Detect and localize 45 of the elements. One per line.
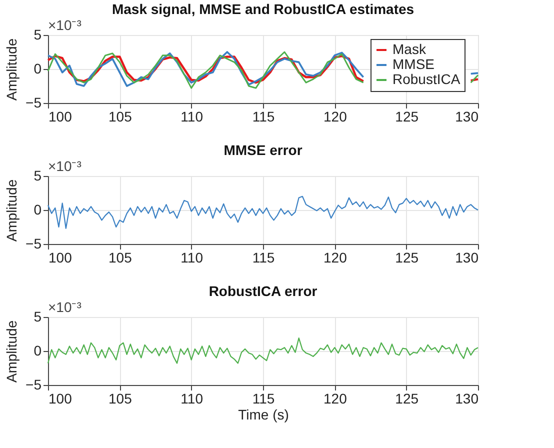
legend-label: Mask	[392, 41, 427, 57]
y-axis-title: Amplitude	[4, 320, 20, 383]
chart-title: MMSE error	[224, 142, 303, 158]
y-tick-label: −5	[26, 94, 42, 110]
y-tick-label: 5	[34, 168, 42, 184]
x-tick-label: 110	[180, 250, 204, 266]
x-tick-label: 115	[252, 108, 275, 124]
text: ×10⁻³	[48, 299, 82, 315]
x-tick-label: 125	[395, 250, 419, 266]
x-tick-label: 120	[323, 390, 348, 406]
x-tick-label: 105	[108, 250, 132, 266]
x-tick-label: 115	[252, 390, 275, 406]
x-tick-label: 115	[252, 250, 275, 266]
x-tick-label: 105	[108, 390, 132, 406]
x-tick-label: 120	[323, 250, 348, 266]
x-tick-label: 110	[180, 108, 204, 124]
legend-label: MMSE	[392, 56, 434, 72]
x-tick-label: 130	[455, 390, 479, 406]
x-tick-label: 125	[395, 390, 419, 406]
line-series	[47, 196, 479, 229]
y-axis-title: Amplitude	[4, 179, 20, 242]
y-tick-label: 5	[34, 26, 42, 42]
x-tick-label: 125	[395, 108, 419, 124]
text: ×10⁻³	[48, 158, 82, 174]
text: ×10⁻³	[48, 17, 82, 33]
x-tick-label: 130	[455, 108, 479, 124]
line-series	[47, 338, 479, 364]
x-tick-label: 110	[180, 390, 204, 406]
legend-label: RobustICA	[392, 71, 461, 87]
x-axis-title: Time (s)	[238, 406, 289, 422]
x-tick-label: 105	[108, 108, 132, 124]
y-tick-label: 0	[34, 342, 42, 358]
y-tick-label: 5	[34, 308, 42, 324]
y-tick-label: 0	[34, 60, 42, 76]
x-tick-label: 100	[48, 108, 72, 124]
x-tick-label: 100	[48, 250, 72, 266]
y-tick-label: −5	[26, 236, 42, 252]
y-tick-label: 0	[34, 202, 42, 218]
chart-title: Mask signal, MMSE and RobustICA estimates	[112, 1, 414, 17]
x-tick-label: 130	[455, 250, 479, 266]
x-tick-label: 120	[323, 108, 348, 124]
chart-title: RobustICA error	[208, 283, 318, 299]
x-tick-label: 100	[48, 390, 72, 406]
y-axis-title: Amplitude	[4, 38, 20, 101]
y-tick-label: −5	[26, 376, 42, 392]
